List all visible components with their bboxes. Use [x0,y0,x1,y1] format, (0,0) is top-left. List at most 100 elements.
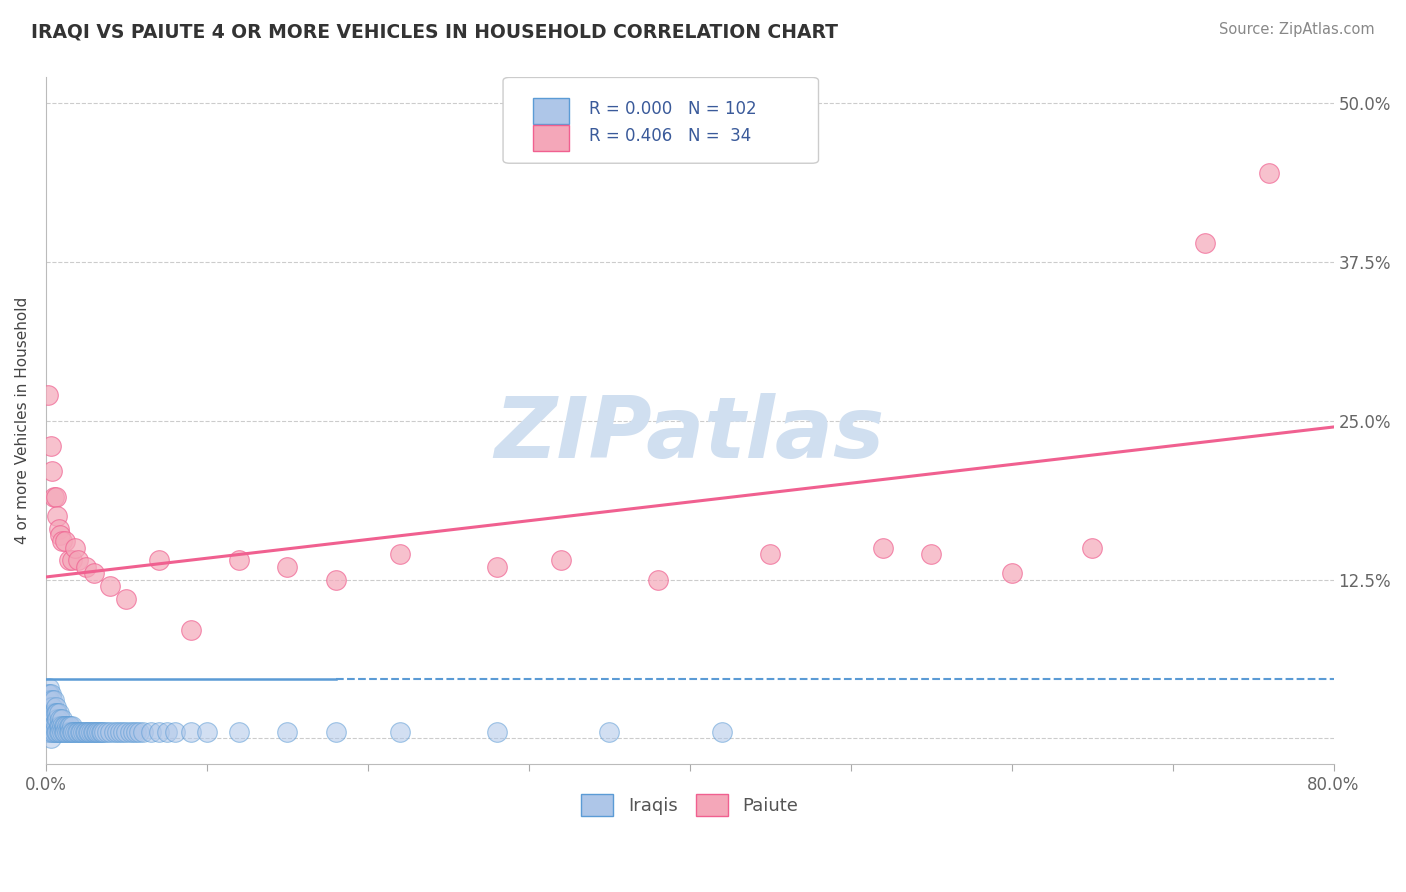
Point [56,719,79,733]
Point [550,553,572,567]
Point [53,719,76,733]
Text: R = 0.406   N =  34: R = 0.406 N = 34 [589,128,752,145]
Point [276,725,298,739]
Point [37,699,59,714]
Text: IRAQI VS PAIUTE 4 OR MORE VEHICLES IN HOUSEHOLD CORRELATION CHART: IRAQI VS PAIUTE 4 OR MORE VEHICLES IN HO… [31,22,838,41]
Point [60,725,83,739]
Point [920,547,942,561]
Point [60,719,83,733]
Point [84,725,107,739]
Point [90,725,112,739]
FancyBboxPatch shape [503,78,818,163]
Point [128,725,150,739]
Point [156,725,179,739]
Point [51,534,73,549]
Point [49,712,72,726]
Point [180,624,202,638]
Point [115,591,138,606]
Point [39,725,62,739]
Point [73,725,96,739]
Point [79,725,101,739]
Point [38,725,60,739]
Point [37,712,59,726]
Point [872,541,894,555]
Point [80,725,103,739]
FancyBboxPatch shape [533,98,568,124]
Point [38,699,60,714]
Point [51,719,73,733]
Point [485,559,508,574]
Point [148,553,170,567]
Point [91,725,114,739]
Point [48,719,70,733]
Point [139,725,162,739]
Point [39,731,62,746]
FancyBboxPatch shape [533,125,568,151]
Point [62,725,84,739]
Point [48,725,70,739]
Point [39,719,62,733]
Point [41,725,63,739]
Point [38,712,60,726]
Point [41,712,63,726]
Point [96,725,118,739]
Point [42,706,65,720]
Point [115,725,138,739]
Point [42,719,65,733]
Point [389,547,412,561]
Point [56,725,79,739]
Point [39,439,62,453]
Point [108,725,131,739]
Text: Source: ZipAtlas.com: Source: ZipAtlas.com [1219,22,1375,37]
Point [93,725,115,739]
Point [67,553,90,567]
Point [46,706,69,720]
Point [51,725,73,739]
Point [598,725,620,739]
Point [228,553,250,567]
Point [51,712,73,726]
Point [63,725,86,739]
Point [1001,566,1024,581]
Point [67,725,90,739]
Point [389,725,412,739]
Point [46,508,69,523]
Point [65,725,87,739]
Point [228,725,250,739]
Point [37,687,59,701]
Point [52,725,75,739]
Point [45,706,67,720]
Legend: Iraqis, Paiute: Iraqis, Paiute [574,787,806,823]
Point [60,553,83,567]
Point [710,725,733,739]
Point [41,719,63,733]
Point [163,725,186,739]
Point [41,465,63,479]
Point [39,699,62,714]
Y-axis label: 4 or more Vehicles in Household: 4 or more Vehicles in Household [15,297,30,544]
Point [70,725,93,739]
Point [195,725,218,739]
Point [118,725,141,739]
Point [42,490,65,504]
Point [76,725,98,739]
Point [647,573,669,587]
Point [75,559,97,574]
Point [45,719,67,733]
Point [59,719,82,733]
Point [42,693,65,707]
Point [131,725,153,739]
Point [105,725,128,739]
Point [49,528,72,542]
Point [41,693,63,707]
Point [58,725,80,739]
Point [48,522,70,536]
Point [759,547,782,561]
Point [53,725,76,739]
Point [82,725,104,739]
Point [46,725,69,739]
Point [39,706,62,720]
Point [83,566,105,581]
Point [37,725,59,739]
Point [75,725,97,739]
